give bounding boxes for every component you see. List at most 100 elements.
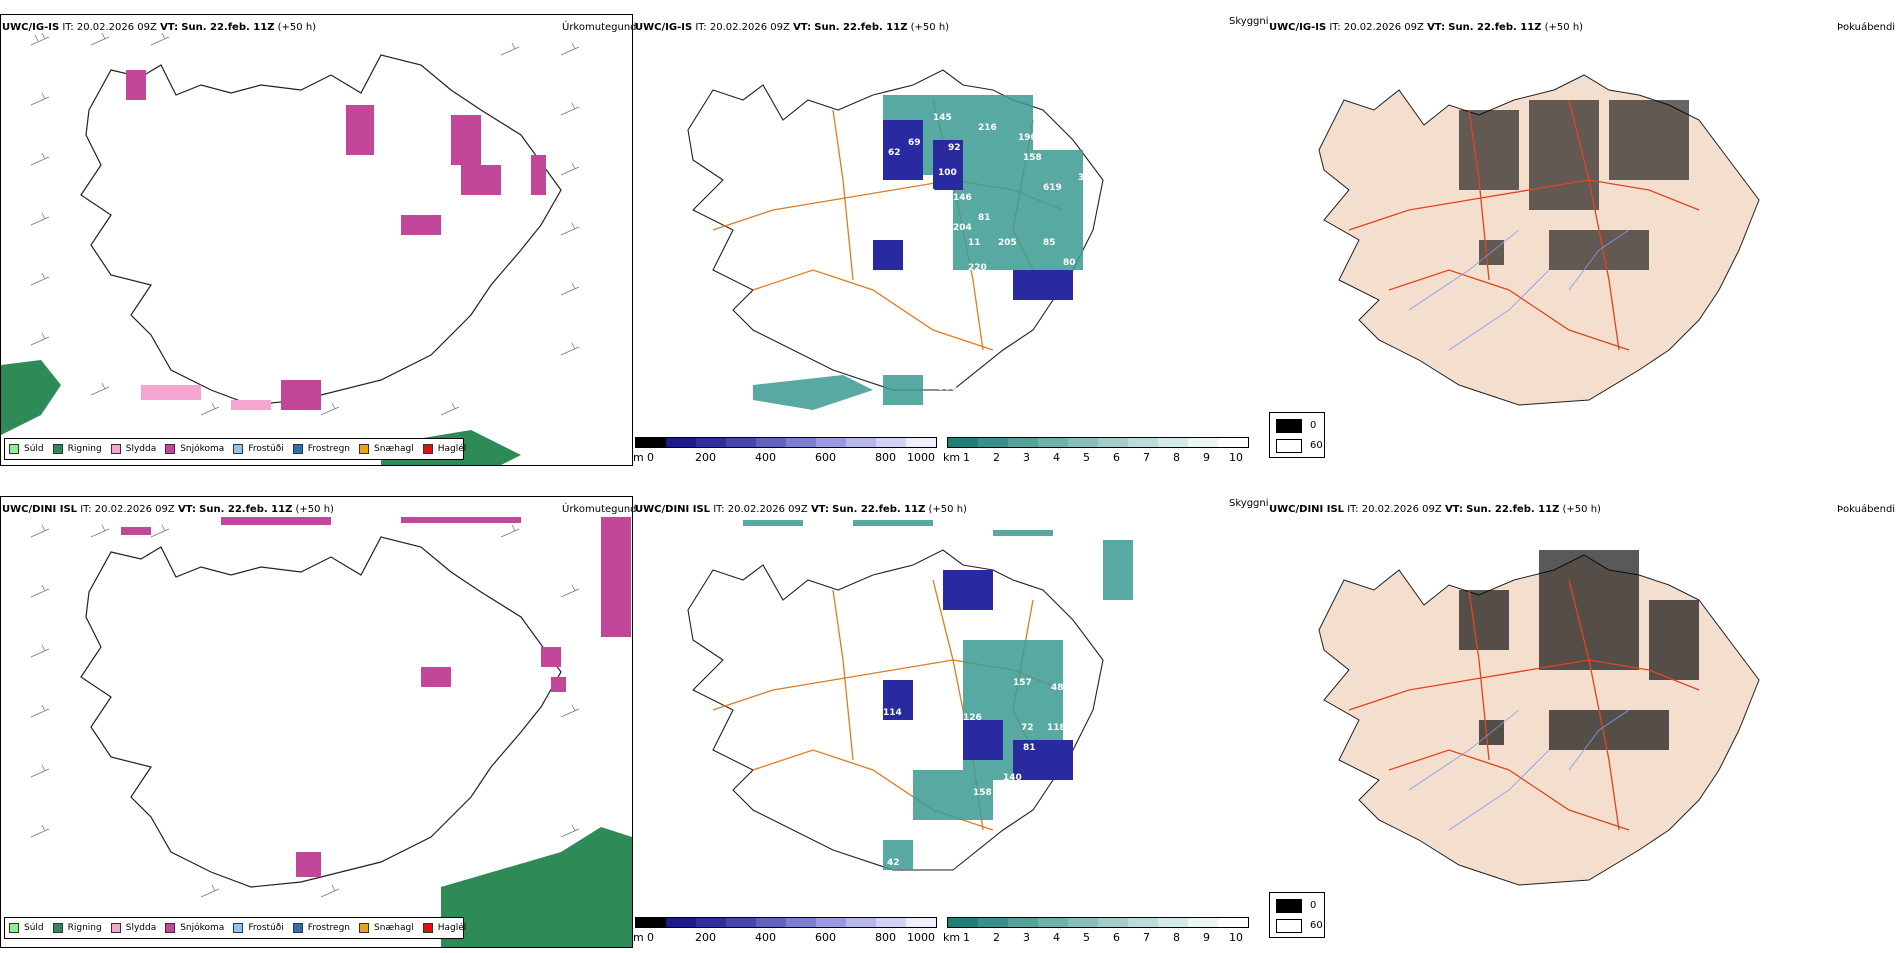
navy-clouds	[873, 120, 1073, 300]
vt-label: VT:	[1427, 22, 1446, 33]
vt-value: Sun. 22.feb. 11Z	[1448, 22, 1542, 33]
fog-key-high: 60	[1310, 920, 1323, 931]
it-label: IT:	[62, 22, 74, 33]
cloud-label: 220	[968, 263, 987, 273]
sleet-areas	[141, 385, 271, 410]
legend-item: Snjókoma	[165, 444, 224, 454]
cloud-base-labels: 62 69 92 100 146 81 619 204 85 80 220 20…	[888, 113, 1097, 393]
precip-legend-bottom: Súld Rigning Slydda Snjókoma Frostúði Fr…	[4, 917, 466, 939]
visibility-panel-bottom: UWC/DINI ISL IT: 20.02.2026 09Z VT: Sun.…	[633, 480, 1325, 950]
height-unit: m	[633, 451, 644, 464]
cloud-label: 157	[1013, 678, 1032, 688]
it-label: IT:	[1329, 22, 1341, 33]
tick-label: 1000	[907, 931, 935, 944]
vt-value: Sun. 22.feb. 11Z	[814, 22, 908, 33]
it-value: 20.02.2026 09Z	[94, 504, 175, 515]
legend-item: Frostúði	[233, 444, 284, 454]
tick-label: 400	[755, 451, 776, 464]
visibility-map-top: 62 69 92 100 146 81 619 204 85 80 220 20…	[687, 69, 1104, 410]
it-value: 20.02.2026 09Z	[709, 22, 790, 33]
field-name-precip: Úrkomutegund	[562, 504, 637, 515]
it-label: IT:	[695, 22, 707, 33]
precip-panel-bottom: UWC/DINI ISL IT: 20.02.2026 09Z VT: Sun.…	[0, 480, 637, 950]
cloud-label: 92	[948, 143, 961, 153]
vt-value: Sun. 22.feb. 11Z	[181, 22, 275, 33]
vt-value: Sun. 22.feb. 11Z	[832, 504, 926, 515]
fog-key-high: 60	[1310, 440, 1323, 451]
tick-label: 9	[1203, 451, 1210, 464]
cloud-label: 92	[923, 188, 936, 198]
fog-key-bottom: 0 60	[1269, 892, 1325, 938]
it-value: 20.02.2026 09Z	[1343, 22, 1424, 33]
cloud-label: 62	[888, 148, 901, 158]
tick-label: 8	[1173, 931, 1180, 944]
header-top-mid: UWC/IG-IS IT: 20.02.2026 09Z VT: Sun. 22…	[635, 22, 949, 33]
km-colorbar-strip	[947, 437, 1249, 448]
header-bottom-right: UWC/DINI ISL IT: 20.02.2026 09Z VT: Sun.…	[1269, 504, 1601, 515]
vt-label: VT:	[793, 22, 812, 33]
tick-label: 1	[963, 931, 970, 944]
cloud-label: 125	[933, 728, 952, 738]
precip-legend-top: Súld Rigning Slydda Snjókoma Frostúði Fr…	[4, 438, 466, 460]
cloud-label: 205	[998, 238, 1017, 248]
fog-map-top	[1318, 74, 1760, 406]
cloud-label: 81	[978, 213, 991, 223]
visibility-map-bottom: 27 126 72 118 81 140 158 114 48 157 125 …	[687, 520, 1133, 871]
lead-time: (+50 h)	[928, 504, 967, 515]
legend-item: Frostúði	[233, 923, 284, 933]
lead-time: (+50 h)	[277, 22, 317, 33]
fog-rivers	[1408, 229, 1630, 351]
height-colorbar-strip	[635, 917, 937, 928]
header-top-right: UWC/IG-IS IT: 20.02.2026 09Z VT: Sun. 22…	[1269, 22, 1583, 33]
tick-label: 3	[1023, 931, 1030, 944]
height-unit: m	[633, 931, 644, 944]
field-name-precip: Úrkomutegund	[562, 22, 637, 33]
fog-panel-top: UWC/IG-IS IT: 20.02.2026 09Z VT: Sun. 22…	[1269, 0, 1900, 470]
vt-value: Sun. 22.feb. 11Z	[1466, 504, 1560, 515]
iceland-coastline	[80, 54, 562, 406]
tick-label: 0	[647, 931, 654, 944]
cloud-label: 18	[1003, 618, 1016, 628]
km-colorbar-top: km 1 2 3 4 5 6 7 8 9 10	[943, 437, 1263, 473]
teal-clouds	[743, 520, 1133, 870]
cloud-label: 80	[1063, 258, 1076, 268]
it-label: IT:	[713, 504, 725, 515]
header-top-left: UWC/IG-IS IT: 20.02.2026 09Z VT: Sun. 22…	[2, 22, 316, 33]
cloud-label: 126	[963, 713, 982, 723]
legend-item: Súld	[9, 923, 44, 933]
tick-label: 1000	[907, 451, 935, 464]
tick-label: 7	[1143, 931, 1150, 944]
cloud-label: 27	[895, 643, 908, 653]
precip-map-bottom	[30, 517, 632, 947]
fog-shading	[1459, 100, 1689, 270]
legend-item: Haglél	[422, 923, 466, 933]
lead-time: (+50 h)	[1562, 504, 1601, 515]
cloud-label: 216	[978, 123, 997, 133]
wind-barbs	[30, 524, 580, 898]
cloud-label: 619	[1043, 183, 1062, 193]
cloud-label: 140	[1003, 773, 1022, 783]
tick-label: 5	[1083, 931, 1090, 944]
model-name: UWC/DINI ISL	[1269, 504, 1345, 515]
legend-item: Frostregn	[292, 923, 350, 933]
it-value: 20.02.2026 09Z	[1361, 504, 1442, 515]
fog-map-bottom	[1318, 550, 1760, 886]
fog-rivers	[1408, 709, 1630, 831]
km-colorbar-strip	[947, 917, 1249, 928]
height-colorbar-strip	[635, 437, 937, 448]
field-name-visibility: Skyggni	[1229, 498, 1269, 509]
field-name-fog: Þokuábendi	[1837, 504, 1896, 515]
height-colorbar-top: m 0 200 400 600 800 1000	[633, 437, 943, 473]
tick-label: 400	[755, 931, 776, 944]
legend-item: Slydda	[110, 923, 156, 933]
cloud-label: 306	[938, 383, 957, 393]
lead-time: (+50 h)	[1544, 22, 1584, 33]
field-name-fog: Þokuábendi	[1837, 22, 1896, 33]
wind-barbs	[30, 32, 580, 416]
roads	[712, 579, 1064, 831]
km-unit: km	[943, 451, 961, 464]
cloud-label: 48	[1051, 683, 1064, 693]
fog-shading	[1459, 550, 1699, 750]
vt-label: VT:	[160, 22, 179, 33]
rain-areas	[1, 360, 521, 465]
